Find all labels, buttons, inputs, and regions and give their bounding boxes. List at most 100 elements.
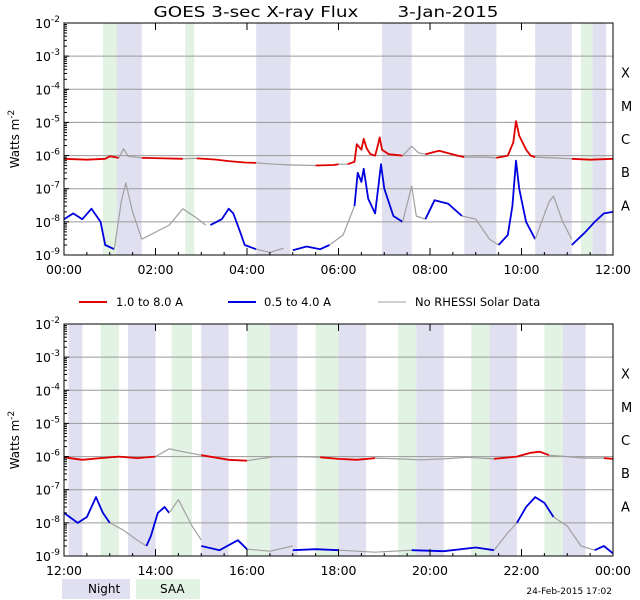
- series-short-segment: [493, 522, 518, 551]
- series-long-segment: [63, 455, 156, 461]
- y-tick-exponent: -5: [51, 114, 60, 124]
- series-long-segment: [464, 156, 497, 159]
- y-tick-exponent: -6: [51, 449, 60, 459]
- x-tick-label: 02:00: [137, 262, 173, 277]
- y-tick-label: 10-4: [35, 382, 60, 398]
- bottom-panel: 10-910-810-710-610-510-410-310-2ABCMX12:…: [7, 316, 632, 578]
- y-tick-base: 10: [35, 49, 51, 64]
- y-tick-label: 10-5: [35, 415, 60, 431]
- y-tick-exponent: -9: [51, 247, 60, 257]
- series-long-segment: [425, 149, 465, 158]
- y-tick-exponent: -3: [51, 349, 60, 359]
- y-tick-label: 10-9: [35, 247, 60, 263]
- saa-band: [544, 324, 563, 556]
- series-short-segment: [329, 205, 356, 246]
- y-tick-exponent: -6: [51, 148, 60, 158]
- legend-label-long: 1.0 to 8.0 A: [116, 295, 183, 309]
- series-short-segment: [209, 207, 257, 251]
- chart-title-text: GOES 3-sec X-ray Flux: [154, 3, 359, 21]
- night-band: [592, 23, 607, 255]
- series-short-segment: [497, 159, 536, 246]
- series-short-segment: [411, 546, 495, 553]
- y-tick-exponent: -4: [51, 81, 60, 91]
- saa-band: [397, 324, 417, 556]
- y-tick-base: 10: [35, 516, 51, 531]
- series-short-segment: [338, 549, 412, 553]
- y-tick-base: 10: [35, 317, 51, 332]
- flare-class-label: B: [621, 166, 630, 181]
- y-tick-exponent: -4: [51, 382, 60, 392]
- series-short-segment: [63, 207, 115, 251]
- y-tick-base: 10: [35, 416, 51, 431]
- key-saa-label: SAA: [160, 582, 185, 596]
- key-night-swatch: [62, 579, 130, 599]
- series-long-segment: [347, 136, 403, 166]
- y-tick-base: 10: [35, 350, 51, 365]
- y-tick-exponent: -7: [51, 482, 60, 492]
- y-tick-exponent: -8: [51, 214, 60, 224]
- series-short-segment: [109, 522, 147, 547]
- y-tick-label: 10-3: [35, 48, 60, 64]
- series-long-segment: [141, 157, 183, 160]
- y-tick-base: 10: [35, 182, 51, 197]
- series-short-segment: [246, 545, 293, 552]
- series-long-segment: [118, 148, 142, 159]
- flare-class-label: A: [621, 199, 630, 214]
- series-short-segment: [553, 516, 595, 551]
- series-short-segment: [292, 244, 330, 252]
- night-band: [68, 324, 83, 556]
- y-axis-label: Watts m-2: [7, 411, 22, 470]
- series-long-segment: [375, 456, 495, 461]
- plot-frame: [63, 22, 614, 256]
- series-short-segment: [141, 208, 207, 240]
- night-band: [562, 324, 586, 556]
- y-tick-label: 10-2: [35, 15, 60, 31]
- flare-class-label: X: [621, 67, 630, 82]
- y-tick-label: 10-7: [35, 482, 60, 498]
- saa-band: [315, 324, 339, 556]
- x-tick-label: 08:00: [412, 262, 448, 277]
- series-short-segment: [63, 496, 111, 524]
- y-tick-exponent: -8: [51, 515, 60, 525]
- series-long-segment: [571, 157, 614, 161]
- y-tick-base: 10: [35, 450, 51, 465]
- saa-band: [247, 324, 270, 556]
- x-tick-label: 04:00: [229, 262, 265, 277]
- series-short-segment: [201, 539, 248, 552]
- x-tick-label: 12:00: [595, 262, 631, 277]
- flare-class-label: M: [621, 100, 632, 115]
- series-long-segment: [155, 448, 202, 458]
- night-band: [256, 23, 291, 255]
- y-tick-exponent: -9: [51, 548, 60, 558]
- y-tick-label: 10-7: [35, 181, 60, 197]
- y-tick-label: 10-2: [35, 316, 60, 332]
- series-short-segment: [461, 215, 499, 246]
- y-tick-base: 10: [35, 549, 51, 564]
- y-tick-label: 10-6: [35, 449, 60, 465]
- y-tick-exponent: -5: [51, 415, 60, 425]
- flare-class-label: M: [621, 401, 632, 416]
- series-short-segment: [534, 195, 573, 240]
- series-long-segment: [402, 145, 426, 157]
- flare-class-label: B: [621, 467, 630, 482]
- x-tick-label: 18:00: [320, 563, 356, 578]
- series-short-segment: [571, 211, 614, 246]
- y-axis-label-exponent: -2: [7, 110, 17, 119]
- y-tick-base: 10: [35, 215, 51, 230]
- legend-label-no-rhessi: No RHESSI Solar Data: [415, 295, 540, 309]
- series-long-segment: [63, 155, 120, 161]
- series-long-segment: [535, 156, 572, 160]
- x-tick-label: 12:00: [46, 563, 82, 578]
- night-band: [416, 324, 444, 556]
- y-axis-label-base: Watts m: [8, 119, 22, 169]
- y-tick-base: 10: [35, 149, 51, 164]
- series-long-segment: [246, 456, 321, 462]
- x-tick-label: 06:00: [320, 262, 356, 277]
- series-short-segment: [353, 163, 404, 223]
- series-long-segment: [493, 450, 550, 460]
- x-tick-label: 14:00: [137, 563, 173, 578]
- y-tick-base: 10: [35, 383, 51, 398]
- night-band: [535, 23, 572, 255]
- saa-band: [185, 23, 195, 255]
